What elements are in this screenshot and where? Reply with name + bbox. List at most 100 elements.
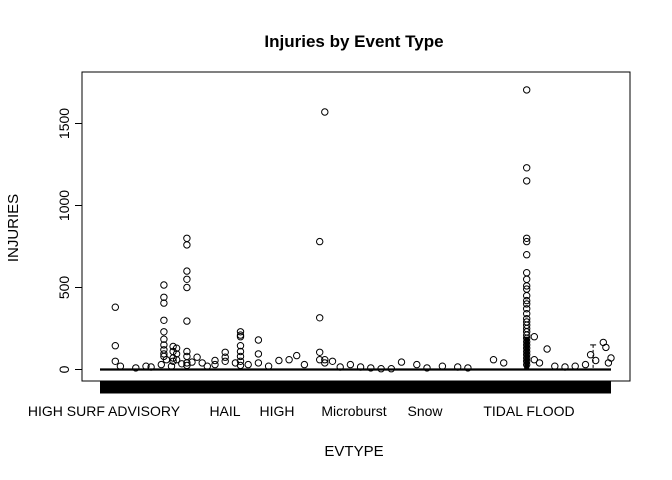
outlier-point — [523, 164, 531, 172]
outlier-point — [160, 352, 168, 361]
outlier-point — [254, 359, 263, 367]
outlier-point — [607, 354, 615, 362]
outlier-point — [211, 360, 219, 369]
outlier-point — [264, 362, 273, 370]
outlier-point — [160, 293, 168, 301]
outlier-point — [193, 353, 201, 361]
outlier-point — [160, 341, 168, 349]
outlier-point — [523, 360, 531, 369]
outlier-point — [236, 333, 245, 341]
outlier-point — [183, 241, 191, 249]
y-axis: 0 500 1000 1500 — [56, 108, 83, 373]
outlier-point — [543, 345, 551, 353]
outlier-point — [523, 282, 531, 290]
outlier-point — [500, 359, 508, 367]
outlier-point — [523, 300, 531, 308]
outlier-point — [254, 350, 263, 358]
outlier-point — [321, 356, 329, 364]
outlier-point — [183, 347, 191, 356]
y-tick-label: 0 — [56, 365, 72, 373]
chart-title: Injuries by Event Type — [264, 32, 443, 51]
outlier-point — [602, 343, 610, 352]
outlier-point — [188, 358, 196, 366]
outlier-point — [183, 234, 191, 243]
outlier-point — [221, 357, 229, 365]
outlier-point — [183, 317, 191, 325]
outlier-point — [300, 360, 309, 369]
outlier-point — [167, 362, 176, 370]
outlier-point — [530, 356, 538, 364]
outlier-point — [111, 357, 120, 365]
outlier-point — [454, 363, 462, 371]
outlier-point — [160, 328, 168, 336]
outlier-point — [236, 342, 245, 350]
outlier-point — [523, 237, 531, 246]
outlier-point — [387, 365, 395, 373]
outlier-point — [423, 364, 431, 372]
outlier-point — [581, 360, 590, 369]
outlier-point — [321, 108, 329, 116]
outlier-point — [561, 363, 569, 371]
outlier-point — [293, 351, 301, 360]
outlier-point — [183, 352, 191, 361]
outlier-point — [160, 335, 168, 343]
outlier-point — [183, 275, 191, 283]
outlier-point — [203, 362, 212, 370]
outlier-point — [489, 356, 498, 364]
outlier-point — [592, 356, 600, 365]
outlier-point — [535, 359, 544, 367]
outlier-point — [438, 362, 447, 370]
outlier-point — [236, 357, 245, 365]
x-tick-label: Snow — [407, 403, 443, 419]
whisker-cluster — [524, 336, 530, 370]
outlier-point — [346, 360, 355, 369]
x-tick-band — [100, 381, 611, 394]
outlier-point — [523, 234, 531, 243]
outlier-point — [236, 347, 245, 356]
outlier-point — [236, 352, 245, 361]
outlier-point — [183, 361, 191, 370]
outlier-point — [254, 336, 263, 344]
outlier-point — [377, 365, 385, 373]
outlier-point — [236, 328, 245, 336]
outlier-point — [172, 350, 181, 358]
outlier-point — [316, 237, 324, 246]
outlier-point — [523, 86, 531, 94]
x-axis-label: EVTYPE — [324, 443, 383, 460]
y-axis-label: INJURIES — [5, 194, 22, 262]
outlier-point — [285, 356, 293, 364]
x-tick-label: HIGH — [260, 403, 295, 419]
outlier-point — [178, 360, 186, 368]
outlier-point — [523, 305, 531, 313]
outlier-point — [367, 364, 375, 372]
outlier-point — [244, 360, 252, 369]
outlier-point — [586, 351, 595, 359]
outlier-point — [523, 177, 531, 185]
outlier-point — [116, 362, 125, 370]
outlier-point — [142, 362, 150, 370]
outlier-point — [604, 359, 613, 367]
outlier-point — [413, 360, 421, 369]
outlier-point — [523, 296, 531, 305]
outlier-point — [160, 350, 168, 358]
outlier-point — [523, 275, 531, 283]
outlier-point — [316, 314, 324, 322]
outlier-point — [172, 344, 181, 352]
x-tick-label: TIDAL FLOOD — [483, 403, 574, 419]
outlier-point — [147, 363, 155, 371]
outlier-point — [183, 359, 191, 367]
outlier-point — [169, 342, 177, 351]
y-tick-label: 1000 — [56, 190, 72, 221]
outlier-point — [523, 310, 531, 318]
outlier-point — [464, 364, 472, 372]
outlier-point — [336, 363, 344, 371]
outlier-point — [523, 251, 531, 259]
outlier-points — [111, 86, 615, 373]
outlier-point — [160, 281, 168, 289]
outlier-point — [160, 299, 168, 307]
outlier-point — [132, 364, 140, 372]
x-axis: HIGH SURF ADVISORY HAIL HIGH Microburst Snow… — [28, 381, 611, 419]
x-tick-label: Microburst — [321, 403, 386, 419]
outlier-point — [523, 269, 531, 277]
